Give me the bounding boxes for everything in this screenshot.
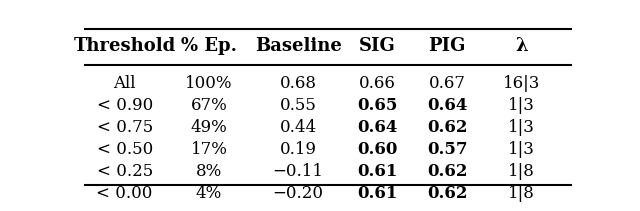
Text: 0.65: 0.65 <box>357 97 398 114</box>
Text: < 0.00: < 0.00 <box>97 185 153 202</box>
Text: 16|3: 16|3 <box>503 75 540 92</box>
Text: 1|3: 1|3 <box>508 141 535 158</box>
Text: PIG: PIG <box>428 37 466 55</box>
Text: 8%: 8% <box>196 163 222 180</box>
Text: Threshold: Threshold <box>74 37 176 55</box>
Text: 0.60: 0.60 <box>357 141 398 158</box>
Text: < 0.90: < 0.90 <box>97 97 153 114</box>
Text: 0.62: 0.62 <box>427 163 467 180</box>
Text: −0.11: −0.11 <box>273 163 324 180</box>
Text: 0.68: 0.68 <box>280 75 317 92</box>
Text: % Ep.: % Ep. <box>181 37 237 55</box>
Text: 100%: 100% <box>185 75 233 92</box>
Text: All: All <box>113 75 136 92</box>
Text: 0.61: 0.61 <box>357 185 398 202</box>
Text: 4%: 4% <box>196 185 222 202</box>
Text: 0.61: 0.61 <box>357 163 398 180</box>
Text: −0.20: −0.20 <box>273 185 324 202</box>
Text: Baseline: Baseline <box>255 37 342 55</box>
Text: 0.64: 0.64 <box>427 97 467 114</box>
Text: 67%: 67% <box>191 97 227 114</box>
Text: 0.67: 0.67 <box>429 75 465 92</box>
Text: 0.57: 0.57 <box>427 141 467 158</box>
Text: 0.62: 0.62 <box>427 185 467 202</box>
Text: < 0.75: < 0.75 <box>97 119 153 136</box>
Text: SIG: SIG <box>359 37 396 55</box>
Text: 0.62: 0.62 <box>427 119 467 136</box>
Text: 0.66: 0.66 <box>359 75 396 92</box>
Text: λ: λ <box>515 37 528 55</box>
Text: 17%: 17% <box>191 141 227 158</box>
Text: 0.64: 0.64 <box>357 119 398 136</box>
Text: 1|3: 1|3 <box>508 97 535 114</box>
Text: 0.55: 0.55 <box>280 97 317 114</box>
Text: 49%: 49% <box>191 119 227 136</box>
Text: 1|3: 1|3 <box>508 119 535 136</box>
Text: 1|8: 1|8 <box>508 163 535 180</box>
Text: 1|8: 1|8 <box>508 185 535 202</box>
Text: < 0.50: < 0.50 <box>97 141 153 158</box>
Text: 0.44: 0.44 <box>280 119 317 136</box>
Text: 0.19: 0.19 <box>280 141 317 158</box>
Text: < 0.25: < 0.25 <box>97 163 153 180</box>
